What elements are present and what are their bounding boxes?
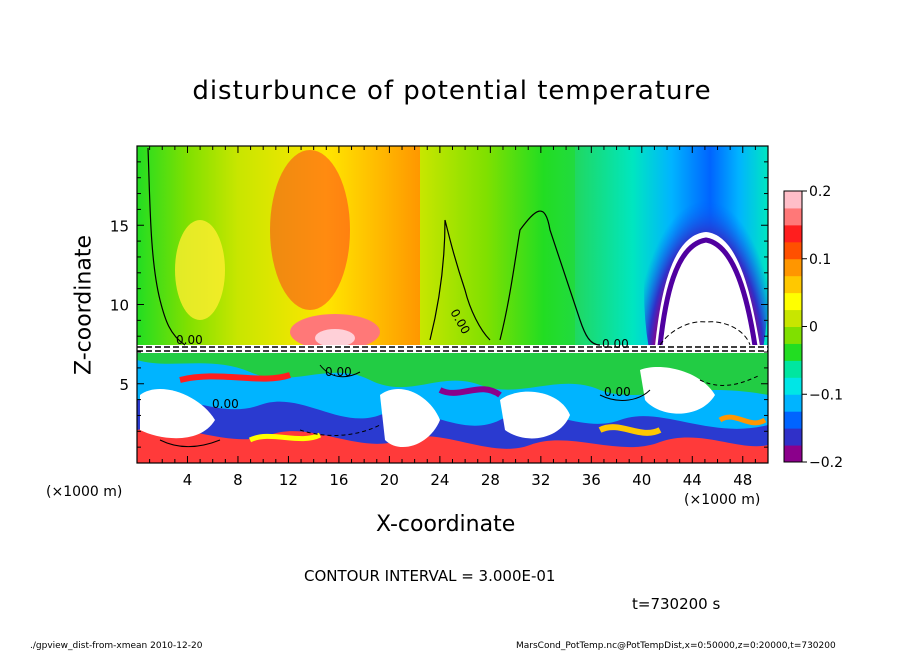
x-tick-label: 16 [329, 471, 348, 489]
contour-interval: CONTOUR INTERVAL = 3.000E-01 [304, 567, 556, 585]
x-tick-label: 12 [279, 471, 298, 489]
y-tick-label: 15 [110, 217, 129, 235]
x-unit-left: (×1000 m) [46, 484, 123, 500]
contour-label: 0.00 [176, 333, 203, 347]
x-tick-label: 36 [582, 471, 601, 489]
x-tick-label: 44 [683, 471, 702, 489]
footer-left: ./gpview_dist-from-xmean 2010-12-20 [30, 641, 203, 651]
colorbar-tick-label: −0.1 [809, 387, 843, 403]
colorbar: 0.2 0.1 0 −0.1 −0.2 [783, 184, 843, 471]
x-axis-label: X-coordinate [376, 512, 516, 537]
x-tick-label: 40 [632, 471, 651, 489]
colorbar-tick-label: −0.2 [809, 455, 843, 471]
colorbar-swatch [784, 428, 802, 446]
colorbar-swatch [784, 343, 802, 361]
y-tick-label: 5 [119, 376, 129, 394]
x-tick-label: 48 [733, 471, 752, 489]
x-tick-label: 8 [233, 471, 243, 489]
colorbar-swatch [784, 275, 802, 294]
colorbar-swatch [784, 309, 802, 327]
y-tick-label: 10 [110, 297, 129, 315]
colorbar-swatch [784, 360, 802, 378]
colorbar-swatch [784, 224, 802, 243]
colorbar-swatch [784, 394, 802, 412]
x-unit-right: (×1000 m) [684, 492, 761, 508]
heatmap-field [137, 146, 768, 463]
x-tick-label: 4 [183, 471, 193, 489]
colorbar-swatch [784, 207, 802, 226]
x-tick-label: 28 [481, 471, 500, 489]
time-label: t=730200 s [632, 595, 721, 613]
colorbar-swatch [784, 445, 802, 463]
y-axis-label: Z-coordinate [71, 235, 97, 375]
colorbar-tick-label: 0 [809, 320, 818, 336]
contour-label: 0.00 [604, 385, 631, 399]
colorbar-tick-label: 0.1 [809, 252, 831, 268]
colorbar-swatch [784, 258, 802, 277]
colorbar-swatch [784, 326, 802, 344]
x-tick-label: 24 [430, 471, 449, 489]
colorbar-swatch [784, 292, 802, 311]
colorbar-swatch [784, 191, 802, 209]
y-axis: 5 10 15 [110, 161, 768, 448]
x-tick-label: 20 [380, 471, 399, 489]
colorbar-swatch [784, 377, 802, 395]
contour-label: 0.00 [602, 337, 629, 351]
colorbar-tick-label: 0.2 [809, 184, 831, 200]
contour-label: 0.00 [212, 397, 239, 411]
x-axis: 4 8 12 16 20 24 28 32 36 40 44 48 [149, 146, 756, 489]
chart-title: disturbunce of potential temperature [192, 76, 712, 106]
colorbar-swatch [784, 241, 802, 260]
footer-right: MarsCond_PotTemp.nc@PotTempDist,x=0:5000… [516, 641, 836, 651]
colorbar-swatch [784, 411, 802, 429]
contour-label: 0.00 [325, 365, 352, 379]
x-tick-label: 32 [531, 471, 550, 489]
